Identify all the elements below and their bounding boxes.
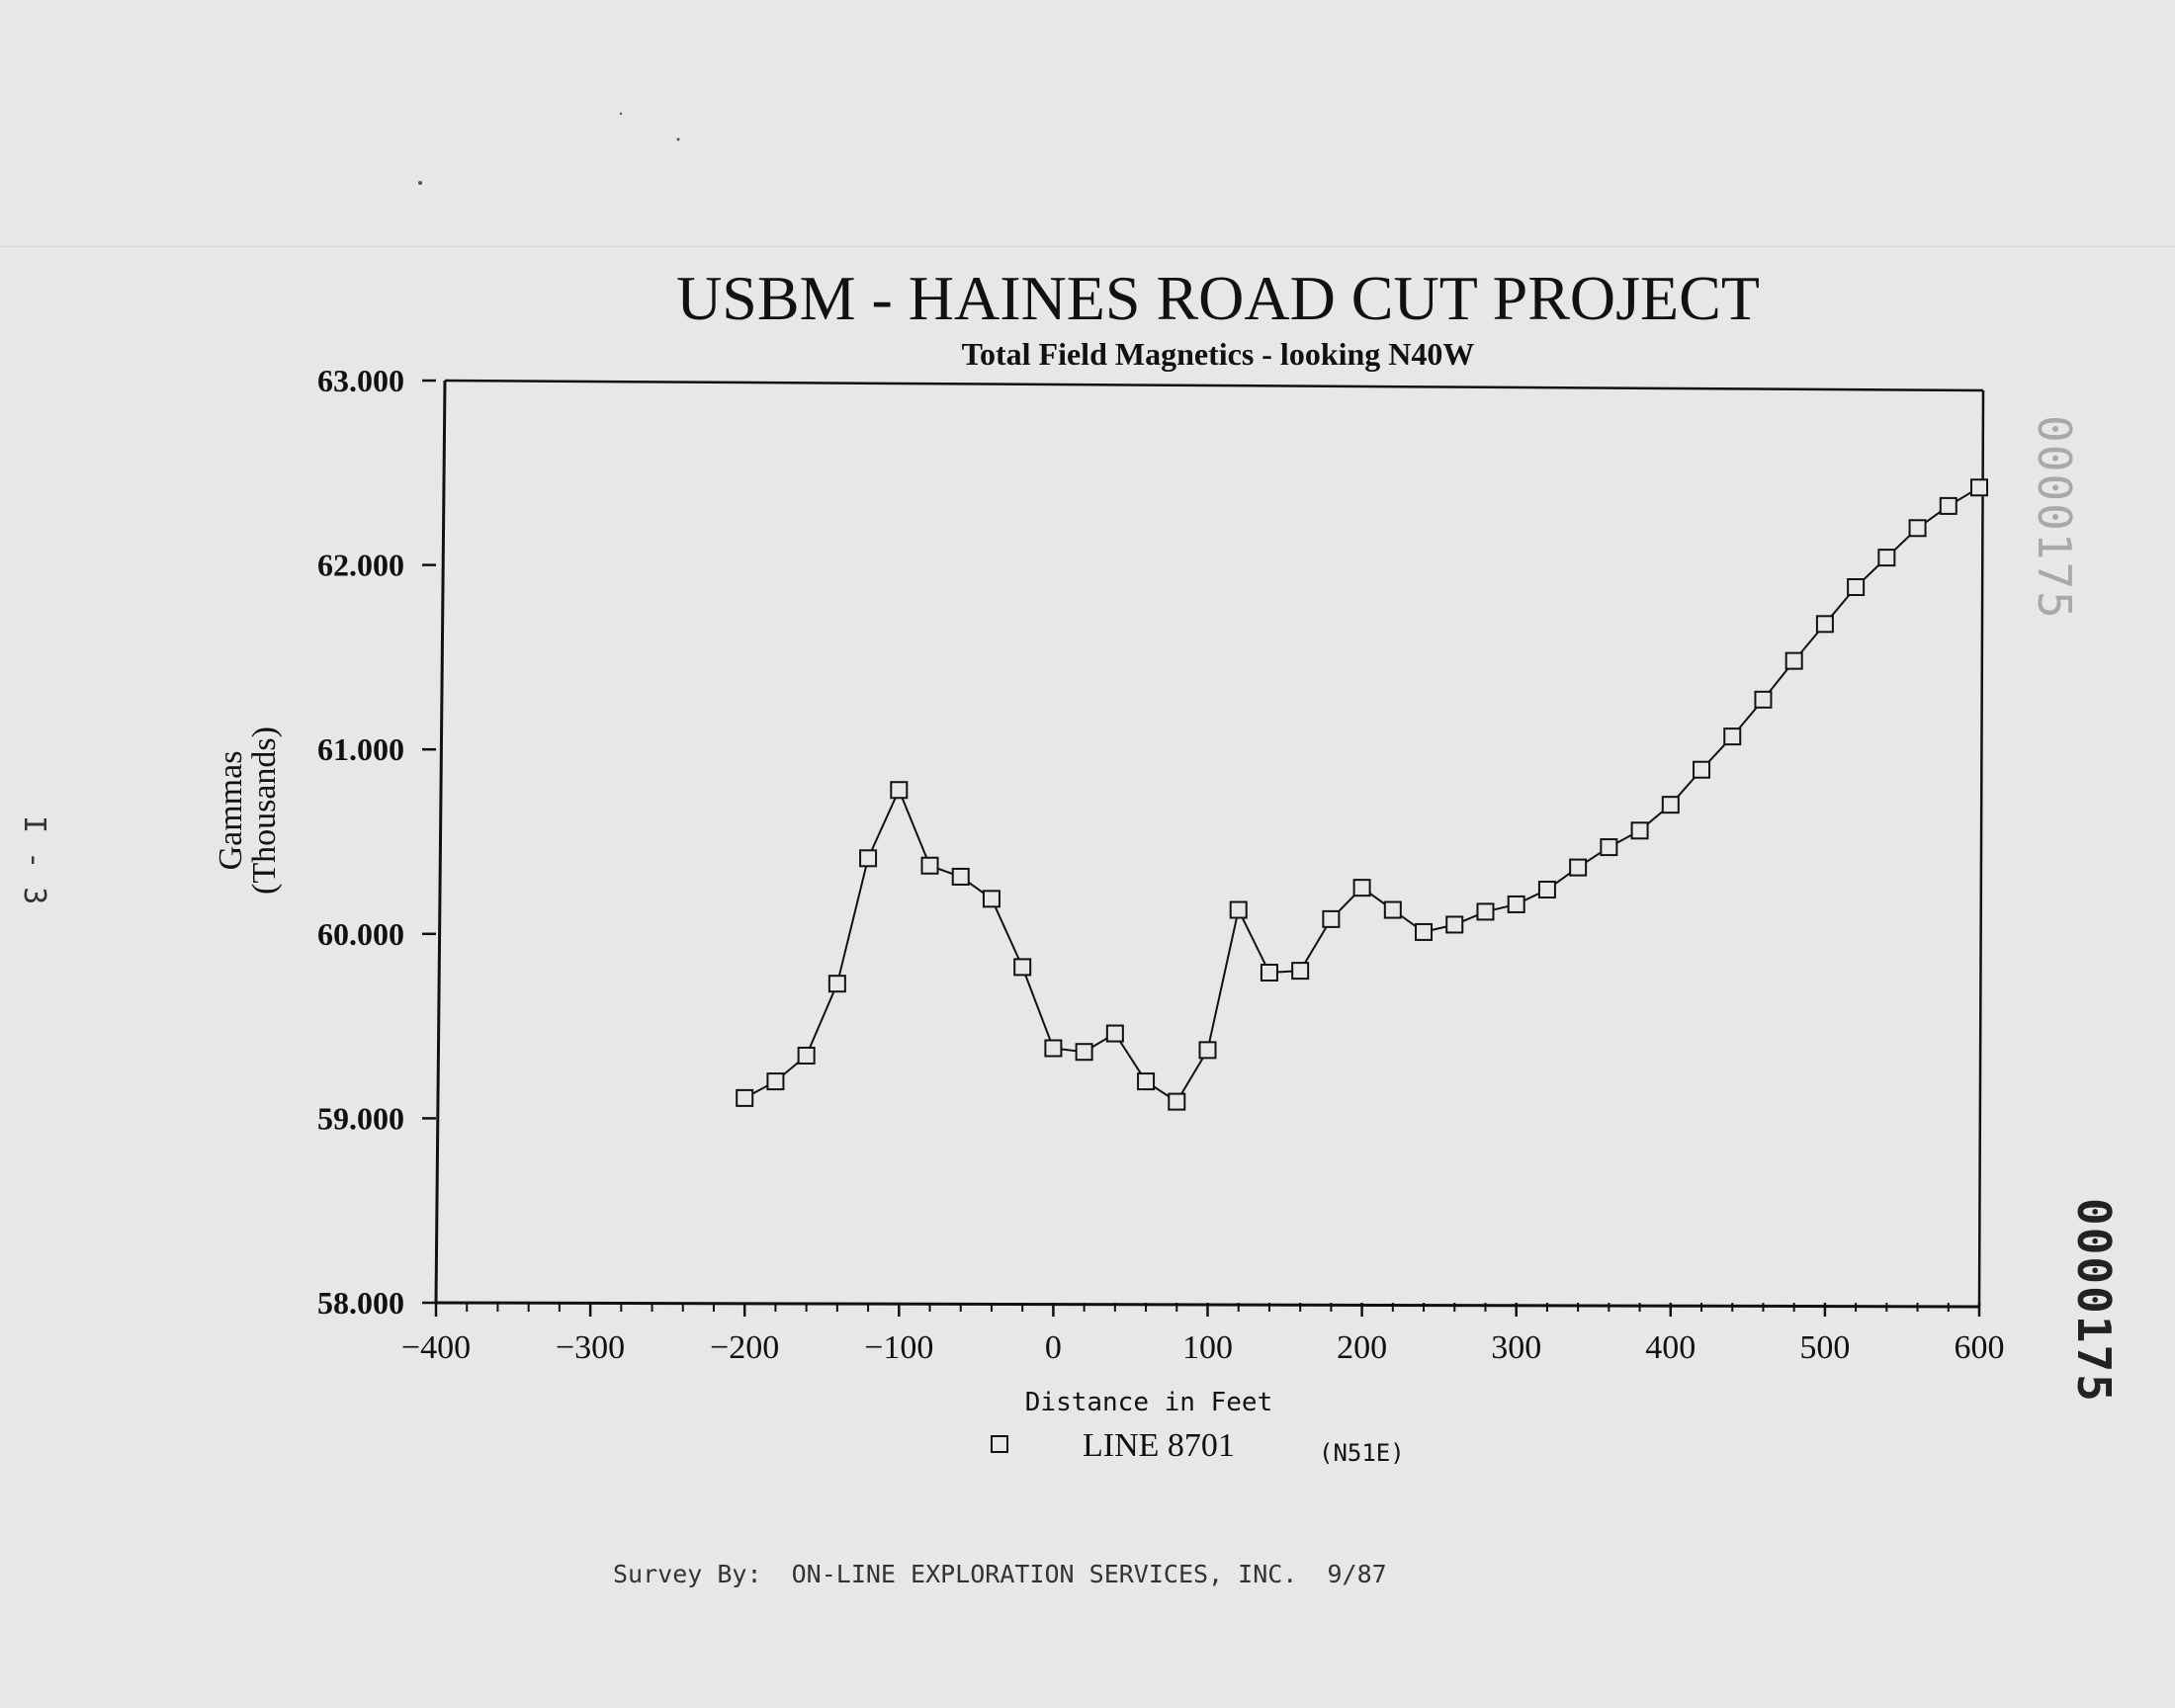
data-point-marker [1229, 900, 1248, 919]
data-point-marker [1877, 549, 1896, 567]
data-point-marker [982, 890, 1000, 908]
data-point-marker [1476, 902, 1495, 921]
speck [418, 181, 422, 185]
plot-border-right [1977, 389, 1985, 1308]
data-point-marker [1137, 1072, 1156, 1091]
series-line-8701 [736, 478, 1988, 1111]
x-tick-label: 600 [1955, 1329, 2005, 1366]
y-axis-title: Gammas (Thousands) [213, 726, 283, 895]
data-point-marker [1723, 727, 1742, 746]
x-tick-label: −300 [556, 1329, 625, 1366]
survey-credit: Survey By: ON-LINE EXPLORATION SERVICES,… [613, 1560, 1387, 1588]
y-tick-label: 61.000 [317, 731, 404, 767]
legend-note: (N51E) [1319, 1439, 1405, 1467]
data-point-marker [1537, 881, 1556, 899]
x-tick-label: 300 [1491, 1329, 1541, 1366]
data-point-marker [1939, 496, 1958, 515]
x-tick-label: −400 [401, 1329, 471, 1366]
legend-label: LINE 8701 [1083, 1427, 1235, 1464]
data-point-marker [797, 1046, 816, 1065]
data-point-marker [859, 849, 878, 868]
series-line [743, 486, 1980, 1104]
data-point-marker [1693, 760, 1711, 779]
data-point-marker [1044, 1039, 1063, 1058]
data-point-marker [1815, 615, 1834, 634]
x-tick-label: −200 [710, 1329, 779, 1366]
y-tick-label: 59.000 [317, 1100, 404, 1136]
plot-border-top [444, 379, 1984, 392]
x-tick-label: 500 [1799, 1329, 1850, 1366]
y-tick-label: 60.000 [317, 916, 404, 952]
x-tick-labels: −400 −300 −200 −100 0 100 200 300 400 50… [401, 1329, 2005, 1366]
y-axis-units: (Thousands) [246, 726, 283, 895]
data-point-marker [1847, 577, 1866, 596]
x-axis-label: Distance in Feet [1025, 1388, 1272, 1417]
document-number-stamp: 0000175 [2067, 1198, 2121, 1404]
speck [676, 137, 680, 141]
data-point-marker [951, 867, 970, 886]
y-tick-label: 63.000 [317, 363, 404, 398]
data-point-marker [1322, 909, 1341, 928]
x-tick-label: 0 [1045, 1329, 1062, 1366]
scan-specks [418, 112, 680, 185]
data-point-marker [1198, 1041, 1217, 1060]
data-point-marker [827, 975, 846, 993]
y-tick-labels: 58.000 59.000 60.000 61.000 62.000 63.00… [317, 363, 404, 1321]
data-point-marker [1105, 1024, 1124, 1043]
speck [619, 112, 623, 116]
x-tick-marks [434, 1303, 1981, 1317]
legend-marker [991, 1435, 1008, 1453]
y-axis-label: Gammas [213, 751, 249, 871]
data-point-marker [1630, 821, 1649, 840]
data-point-marker [766, 1072, 785, 1091]
data-point-marker [1291, 962, 1310, 981]
data-point-marker [1569, 858, 1588, 877]
data-point-marker [736, 1088, 754, 1107]
data-point-marker [1784, 651, 1803, 670]
data-point-marker [1445, 915, 1464, 934]
data-point-marker [890, 781, 909, 800]
data-point-marker [1600, 838, 1618, 857]
data-point-marker [1415, 922, 1434, 941]
data-point-marker [920, 856, 939, 875]
y-tick-label: 62.000 [317, 548, 404, 583]
page-number-label: I - 3 [17, 815, 51, 905]
x-tick-label: −100 [864, 1329, 933, 1366]
data-point-marker [1661, 796, 1680, 814]
chart-title: USBM - HAINES ROAD CUT PROJECT [676, 263, 1760, 333]
y-tick-label: 58.000 [317, 1285, 404, 1321]
document-number-stamp-faded: 0000175 [2028, 415, 2081, 621]
data-point-marker [1075, 1043, 1093, 1062]
plot-frame [434, 379, 1985, 1309]
data-point-marker [1383, 900, 1402, 919]
x-tick-label: 100 [1182, 1329, 1233, 1366]
data-point-marker [1507, 895, 1525, 913]
legend: LINE 8701 (N51E) [991, 1427, 1405, 1467]
x-tick-label: 400 [1645, 1329, 1696, 1366]
data-point-marker [1970, 478, 1988, 497]
y-tick-marks [422, 379, 436, 1305]
data-point-marker [1352, 879, 1371, 897]
data-point-marker [1013, 958, 1032, 977]
x-tick-label: 200 [1337, 1329, 1387, 1366]
data-point-marker [1168, 1092, 1186, 1111]
scan-fold-line [0, 246, 2175, 247]
data-point-marker [1908, 519, 1927, 538]
data-point-marker [1260, 963, 1278, 982]
y-axis-line [434, 380, 447, 1304]
chart-subtitle: Total Field Magnetics - looking N40W [962, 336, 1475, 372]
data-point-marker [1754, 690, 1773, 709]
